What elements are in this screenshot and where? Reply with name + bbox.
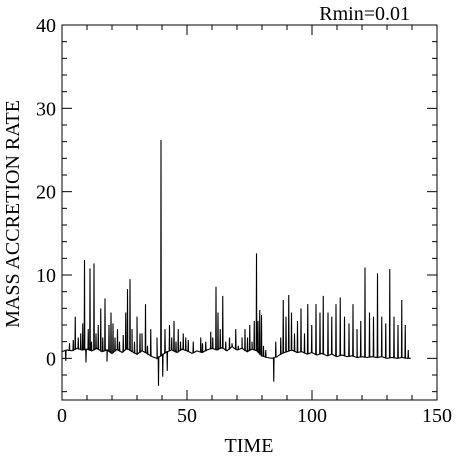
plot-frame	[61, 24, 438, 401]
axes: 0 50 100 150 0 10 20 30 40	[36, 15, 452, 427]
x-tick-label: 100	[297, 405, 327, 427]
x-tick-label: 50	[177, 405, 197, 427]
y-tick-label: 20	[36, 182, 56, 204]
x-axis-title: TIME	[225, 435, 274, 456]
y-tick-label: 30	[36, 98, 56, 120]
y-tick-label: 10	[36, 265, 56, 287]
plot-area	[61, 139, 411, 386]
y-tick-label: 0	[46, 348, 56, 370]
x-tick-label: 150	[422, 405, 452, 427]
x-tick-label: 0	[57, 405, 67, 427]
accretion-rate-line	[61, 139, 411, 386]
y-tick-label: 40	[36, 15, 56, 37]
rmin-annotation: Rmin=0.01	[319, 3, 410, 25]
y-axis-title: MASS ACCRETION RATE	[2, 100, 24, 328]
